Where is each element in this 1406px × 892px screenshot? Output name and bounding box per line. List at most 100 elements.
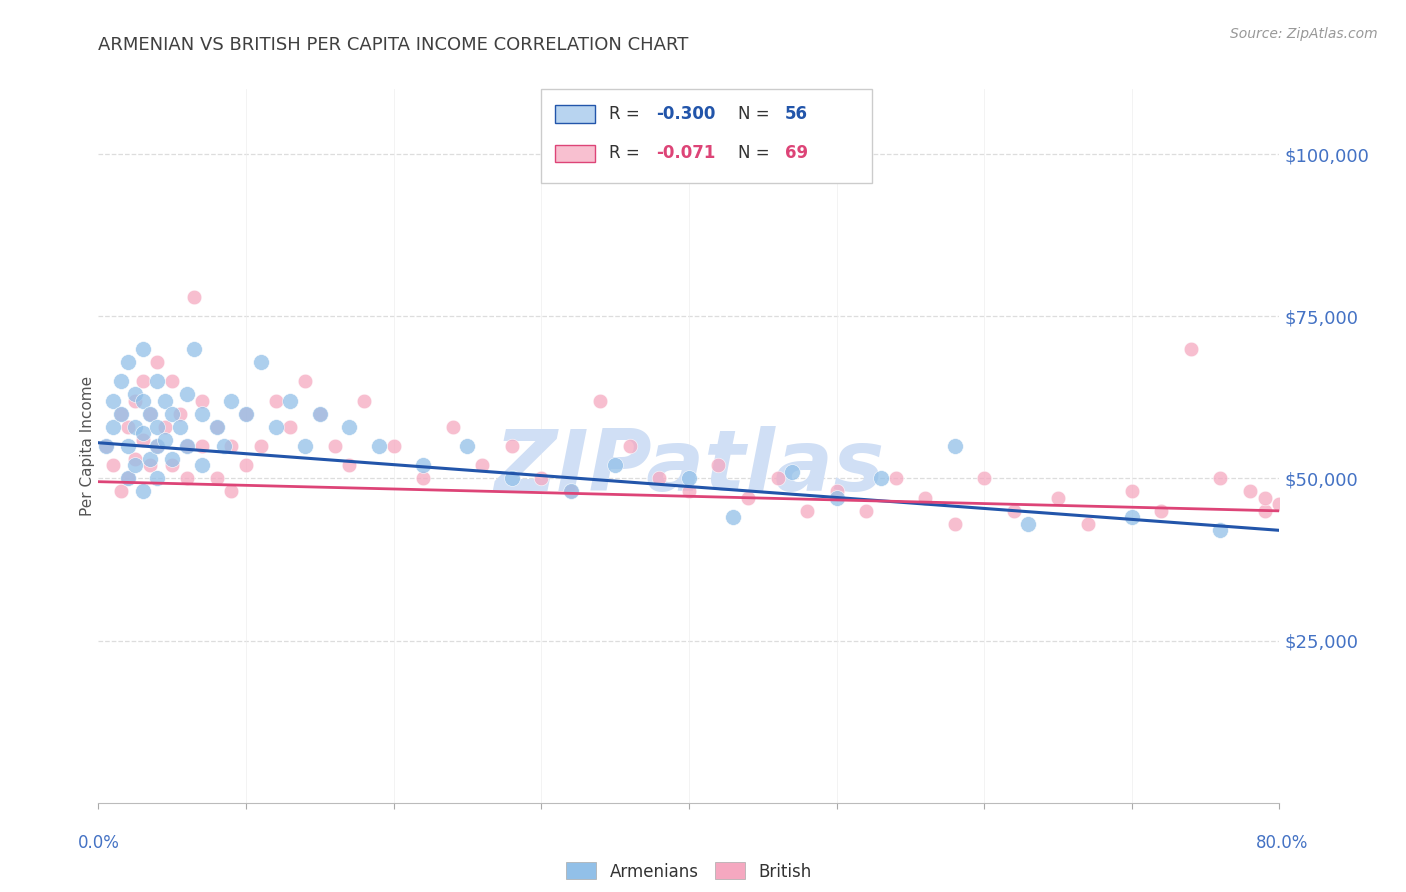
Point <box>219 484 242 499</box>
Point <box>1254 504 1277 518</box>
Point <box>183 290 205 304</box>
Point <box>353 393 375 408</box>
Point <box>124 393 146 408</box>
Point <box>560 484 582 499</box>
Point <box>176 439 198 453</box>
Point <box>132 393 155 408</box>
Point <box>124 452 146 467</box>
Point <box>146 354 169 368</box>
Point <box>153 433 176 447</box>
Point <box>294 439 316 453</box>
Point <box>139 407 162 421</box>
Text: 56: 56 <box>785 105 807 123</box>
Point <box>619 439 641 453</box>
Point <box>169 419 191 434</box>
Point <box>648 471 671 485</box>
Point <box>139 452 162 467</box>
Point <box>530 471 553 485</box>
Point <box>124 387 146 401</box>
Point <box>146 374 169 388</box>
Point <box>278 419 302 434</box>
Point <box>110 484 132 499</box>
Point <box>825 484 848 499</box>
Point <box>162 458 183 473</box>
Point <box>146 419 169 434</box>
Point <box>914 491 936 505</box>
Point <box>162 407 183 421</box>
Point <box>678 471 700 485</box>
Point <box>382 439 405 453</box>
Point <box>110 407 132 421</box>
Point <box>94 439 117 453</box>
Point <box>1239 484 1261 499</box>
Point <box>205 419 228 434</box>
Point <box>162 452 183 467</box>
Point <box>1209 524 1232 538</box>
Point <box>176 439 198 453</box>
Point <box>855 504 877 518</box>
Point <box>94 439 117 453</box>
Point <box>1046 491 1069 505</box>
Text: -0.300: -0.300 <box>657 105 716 123</box>
Point <box>766 471 789 485</box>
Point <box>309 407 332 421</box>
Point <box>176 387 198 401</box>
Point <box>117 471 139 485</box>
Point <box>146 471 169 485</box>
Point <box>103 393 125 408</box>
Text: 69: 69 <box>785 145 807 162</box>
Point <box>146 439 169 453</box>
Point <box>183 342 205 356</box>
Point <box>219 393 242 408</box>
Point <box>235 458 257 473</box>
Point <box>124 419 146 434</box>
Point <box>1209 471 1232 485</box>
Point <box>110 374 132 388</box>
Point <box>132 484 155 499</box>
Point <box>605 458 627 473</box>
Point <box>250 439 273 453</box>
Point <box>368 439 391 453</box>
Point <box>323 439 346 453</box>
Point <box>678 484 700 499</box>
Point <box>1017 516 1039 531</box>
Point <box>191 458 214 473</box>
Point <box>456 439 478 453</box>
Point <box>153 419 176 434</box>
Text: N =: N = <box>738 145 775 162</box>
Point <box>205 419 228 434</box>
Point <box>501 439 523 453</box>
Text: 80.0%: 80.0% <box>1256 834 1309 852</box>
Point <box>132 433 155 447</box>
Text: ARMENIAN VS BRITISH PER CAPITA INCOME CORRELATION CHART: ARMENIAN VS BRITISH PER CAPITA INCOME CO… <box>98 36 689 54</box>
Point <box>139 407 162 421</box>
Point <box>973 471 995 485</box>
Text: 0.0%: 0.0% <box>77 834 120 852</box>
Point <box>1121 510 1143 524</box>
Point <box>139 458 162 473</box>
Point <box>162 374 183 388</box>
Point <box>117 354 139 368</box>
Text: -0.071: -0.071 <box>657 145 716 162</box>
Point <box>339 419 360 434</box>
Point <box>1077 516 1099 531</box>
Point <box>884 471 907 485</box>
Point <box>117 439 139 453</box>
Point <box>1150 504 1173 518</box>
Text: R =: R = <box>609 145 645 162</box>
Point <box>191 407 214 421</box>
Point <box>132 342 155 356</box>
Point <box>294 374 316 388</box>
Point <box>278 393 302 408</box>
Point <box>176 471 198 485</box>
Point <box>412 471 434 485</box>
Point <box>103 419 125 434</box>
Text: ZIPatlas: ZIPatlas <box>494 425 884 509</box>
Point <box>264 419 287 434</box>
Point <box>869 471 891 485</box>
Point <box>117 471 139 485</box>
Point <box>782 465 804 479</box>
Point <box>412 458 434 473</box>
Point <box>110 407 132 421</box>
Point <box>737 491 759 505</box>
